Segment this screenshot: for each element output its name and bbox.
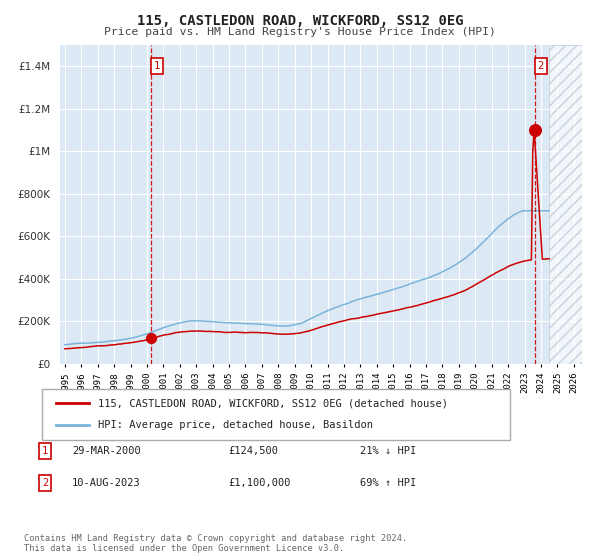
Text: Contains HM Land Registry data © Crown copyright and database right 2024.
This d: Contains HM Land Registry data © Crown c… (24, 534, 407, 553)
Text: 1: 1 (154, 61, 160, 71)
Text: 69% ↑ HPI: 69% ↑ HPI (360, 478, 416, 488)
Text: 21% ↓ HPI: 21% ↓ HPI (360, 446, 416, 456)
Text: £1,100,000: £1,100,000 (228, 478, 290, 488)
Text: HPI: Average price, detached house, Basildon: HPI: Average price, detached house, Basi… (98, 421, 373, 431)
Text: 1: 1 (42, 446, 48, 456)
Text: £124,500: £124,500 (228, 446, 278, 456)
Text: 115, CASTLEDON ROAD, WICKFORD, SS12 0EG (detached house): 115, CASTLEDON ROAD, WICKFORD, SS12 0EG … (98, 398, 448, 408)
Text: 29-MAR-2000: 29-MAR-2000 (72, 446, 141, 456)
Bar (549, 45, 600, 364)
Text: 2: 2 (42, 478, 48, 488)
Text: Price paid vs. HM Land Registry's House Price Index (HPI): Price paid vs. HM Land Registry's House … (104, 27, 496, 37)
Point (530, 125, 539, 134)
Text: 115, CASTLEDON ROAD, WICKFORD, SS12 0EG: 115, CASTLEDON ROAD, WICKFORD, SS12 0EG (137, 14, 463, 28)
Point (146, 333, 156, 342)
Text: 10-AUG-2023: 10-AUG-2023 (72, 478, 141, 488)
Text: 2: 2 (538, 61, 544, 71)
FancyBboxPatch shape (42, 389, 510, 440)
